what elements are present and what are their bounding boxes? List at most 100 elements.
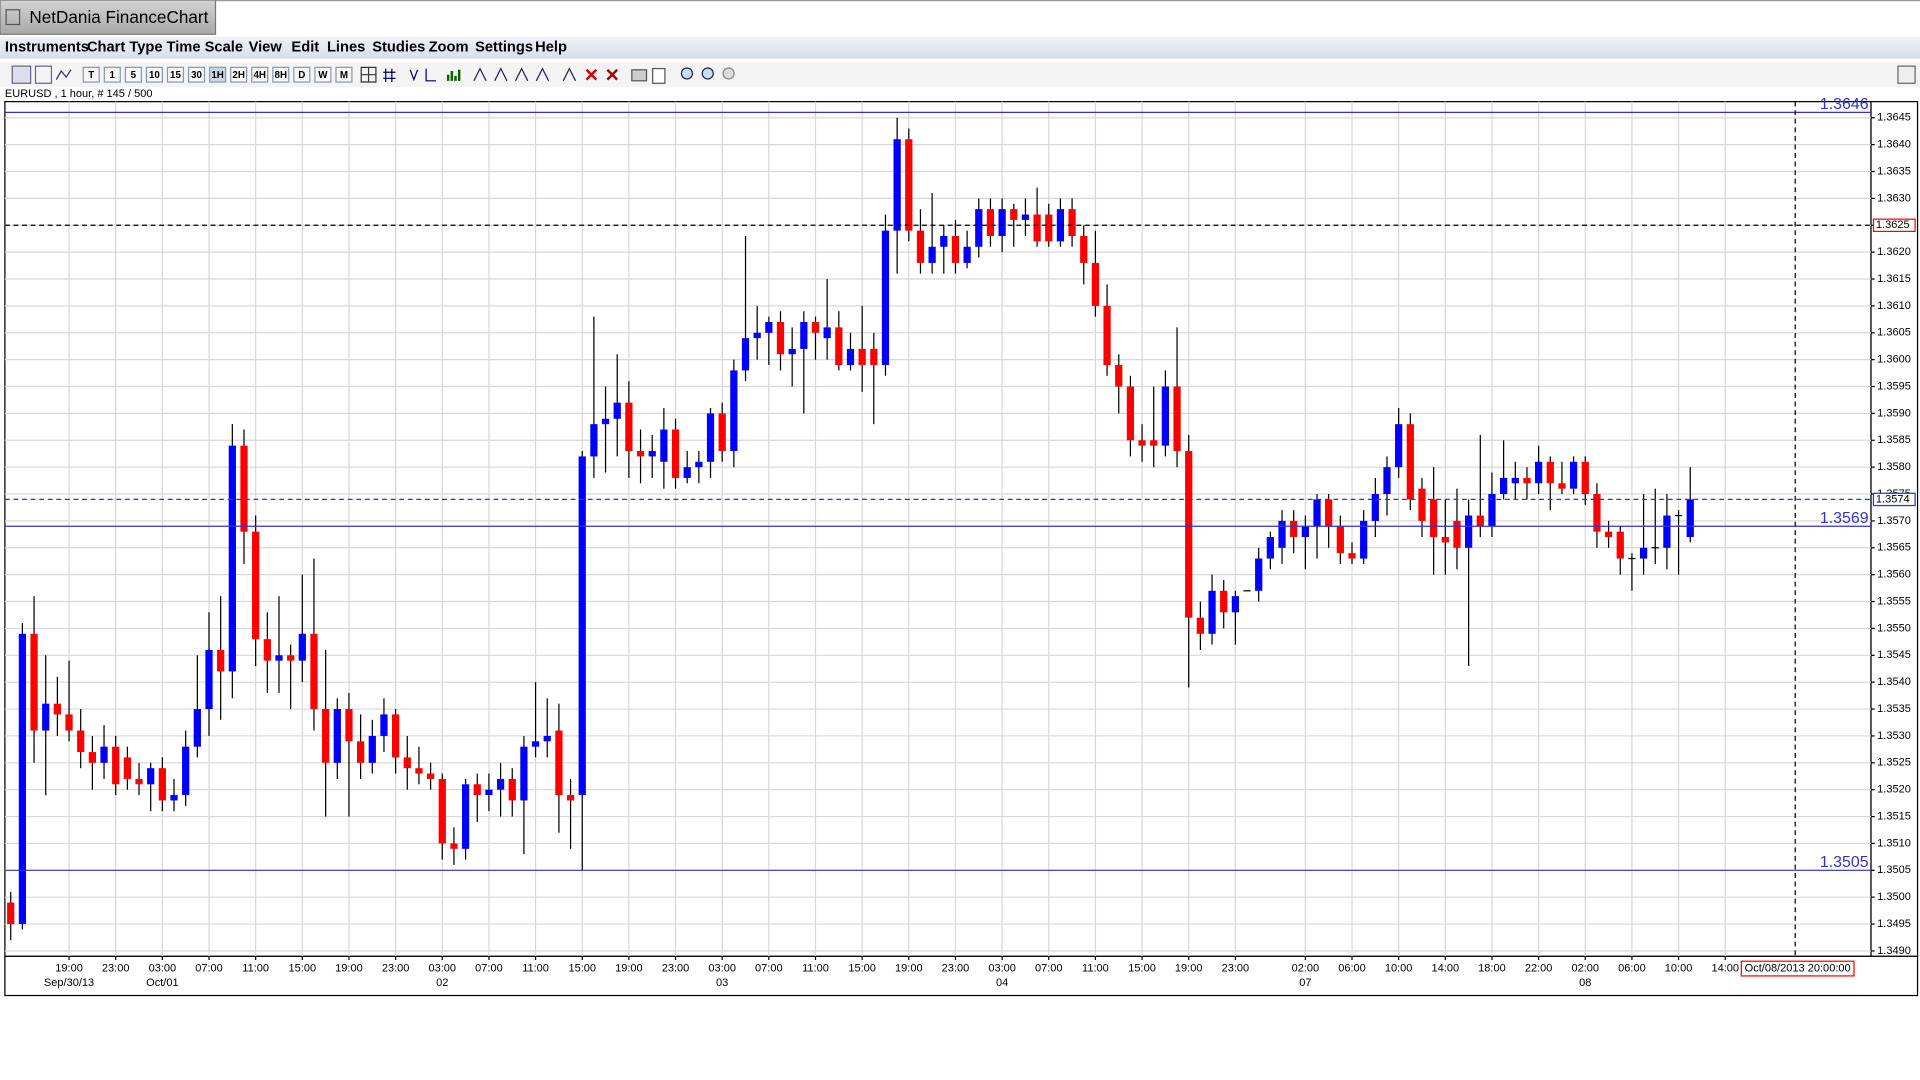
y-tick-label: 1.3500	[1877, 891, 1911, 903]
y-tick-label: 1.3630	[1877, 192, 1911, 204]
timescale-button[interactable]	[187, 66, 206, 83]
candle-body	[18, 633, 27, 925]
tool-icon[interactable]	[701, 67, 714, 80]
menu-item[interactable]: Time Scale	[167, 40, 243, 56]
timescale-label[interactable]: 1	[110, 70, 116, 81]
menu-item[interactable]: Instruments	[5, 40, 89, 56]
candle-body	[485, 789, 493, 796]
menu-item[interactable]: Studies	[372, 40, 425, 56]
time-axis	[4, 955, 1919, 997]
crosshair-time-box	[1740, 960, 1855, 977]
candle-body	[1080, 236, 1088, 263]
timescale-button[interactable]	[145, 66, 163, 83]
timescale-button[interactable]	[82, 66, 100, 83]
tool-icon[interactable]	[606, 68, 619, 81]
candle-body	[636, 451, 645, 457]
candle-body	[1266, 537, 1274, 559]
tool-icon[interactable]	[383, 68, 396, 83]
tool-icon[interactable]	[473, 67, 577, 82]
y-tick-label: 1.3550	[1877, 622, 1911, 634]
timescale-label[interactable]: 8H	[275, 70, 288, 81]
y-tick-label: 1.3505	[1877, 864, 1911, 876]
candle-body	[1185, 451, 1193, 618]
candle-body	[776, 322, 785, 355]
date-label: Oct/01	[146, 977, 178, 989]
x-tick-label: 06:00	[1618, 962, 1646, 974]
menu-item[interactable]: Chart Type	[87, 40, 163, 56]
candle-body	[1243, 590, 1251, 592]
tool-icon[interactable]	[631, 69, 648, 82]
timescale-label[interactable]: M	[340, 70, 348, 81]
candle-body	[1686, 499, 1694, 538]
timescale-label[interactable]: D	[298, 70, 305, 81]
candle-body	[1150, 440, 1158, 446]
candle-body	[461, 784, 470, 849]
tool-icon[interactable]	[11, 65, 32, 84]
tool-icon[interactable]	[585, 68, 598, 81]
candle-body	[508, 778, 516, 801]
timescale-button[interactable]	[314, 66, 332, 83]
x-tick-label: 11:00	[242, 962, 269, 974]
candle-body	[975, 209, 983, 247]
candle-body	[718, 413, 726, 452]
x-tick-label: 19:00	[1175, 962, 1203, 974]
candle-body	[496, 778, 505, 790]
tool-icon[interactable]	[34, 65, 53, 84]
timescale-button[interactable]	[230, 66, 248, 83]
candle-body	[450, 843, 458, 849]
price-axis	[1870, 101, 1919, 957]
candle-body	[217, 649, 225, 672]
menu-item[interactable]: Edit	[291, 40, 319, 56]
tool-icon[interactable]	[680, 67, 694, 80]
timescale-label[interactable]: 2H	[232, 70, 245, 81]
tool-icon[interactable]	[55, 69, 72, 80]
timescale-button[interactable]	[103, 66, 121, 83]
menu-item[interactable]: Zoom	[429, 40, 469, 56]
menu-item[interactable]: View	[249, 40, 283, 56]
timescale-button[interactable]	[335, 66, 353, 83]
timescale-button[interactable]	[166, 66, 185, 83]
candle-body	[263, 639, 271, 661]
menu-item[interactable]: Settings	[475, 40, 533, 56]
menu-item[interactable]: Lines	[327, 40, 365, 56]
tool-icon[interactable]	[360, 66, 377, 83]
candles	[7, 117, 1694, 941]
timescale-label[interactable]: 15	[170, 70, 181, 81]
candle-body	[555, 730, 563, 796]
timescale-button[interactable]	[124, 66, 142, 83]
menu-item[interactable]: Help	[535, 40, 567, 56]
timescale-label[interactable]: 5	[131, 70, 137, 81]
timescale-button[interactable]	[272, 66, 290, 83]
timescale-label[interactable]: T	[88, 70, 94, 81]
date-label: 02	[436, 977, 448, 989]
timescale-label[interactable]: 1H	[211, 70, 224, 81]
timescale-label[interactable]: 4H	[253, 70, 266, 81]
x-tick-label: 07:00	[1035, 962, 1063, 974]
tool-icon[interactable]	[446, 69, 461, 81]
timescale-button[interactable]	[251, 66, 269, 83]
tool-icon[interactable]	[652, 67, 666, 84]
y-tick-label: 1.3585	[1877, 434, 1911, 446]
candle-body	[671, 429, 680, 478]
tool-icon[interactable]	[722, 67, 735, 80]
y-tick-label: 1.3510	[1877, 837, 1911, 849]
y-tick-label: 1.3605	[1877, 327, 1911, 339]
timescale-label[interactable]: W	[318, 70, 328, 81]
candle-body	[100, 746, 108, 763]
tool-icon[interactable]	[425, 68, 436, 82]
timescale-button[interactable]	[209, 66, 227, 83]
candle-body	[1465, 515, 1473, 548]
timescale-label[interactable]: 30	[191, 70, 202, 81]
x-tick-label: 23:00	[102, 962, 130, 974]
candle-body	[275, 655, 283, 661]
tool-icon[interactable]	[409, 69, 419, 82]
y-tick-label: 1.3515	[1877, 810, 1911, 822]
timescale-button[interactable]	[293, 66, 311, 83]
candle-body	[1581, 461, 1589, 495]
x-tick-label: 06:00	[1338, 962, 1366, 974]
candle-body	[1196, 617, 1204, 634]
timescale-label[interactable]: 10	[149, 70, 160, 81]
tool-icon[interactable]	[1897, 65, 1916, 84]
candle-body	[357, 741, 365, 763]
candle-body	[601, 418, 610, 425]
